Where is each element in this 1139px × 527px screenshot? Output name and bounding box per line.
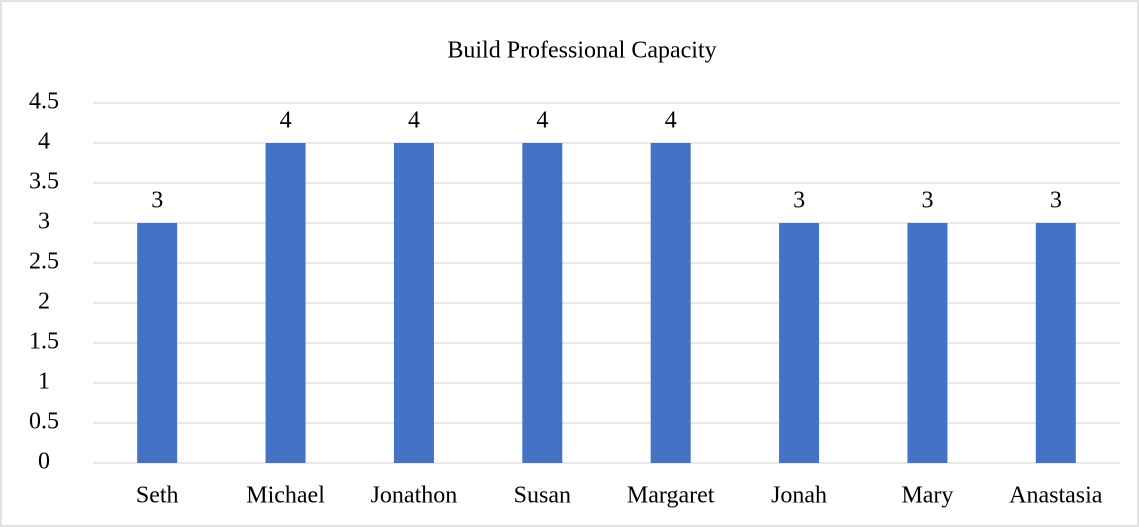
x-tick-label: Jonathon <box>371 483 458 509</box>
x-tick-label: Anastasia <box>1009 483 1103 509</box>
data-label: 4 <box>665 108 677 134</box>
x-tick-label: Jonah <box>771 483 827 509</box>
y-tick-label: 3 <box>38 209 50 235</box>
y-tick-label: 0.5 <box>29 409 59 435</box>
data-label: 4 <box>280 108 292 134</box>
data-label: 3 <box>921 188 933 214</box>
data-label: 3 <box>793 188 805 214</box>
y-tick-label: 4.5 <box>29 89 59 115</box>
data-label: 3 <box>1050 188 1062 214</box>
bar <box>265 143 306 463</box>
bar <box>393 143 434 463</box>
data-label: 4 <box>536 108 548 134</box>
y-tick-label: 3.5 <box>29 169 59 195</box>
y-tick-label: 2.5 <box>29 249 59 275</box>
chart-title: Build Professional Capacity <box>447 38 716 64</box>
data-label: 4 <box>408 108 420 134</box>
x-tick-label: Michael <box>246 483 325 509</box>
x-tick-label: Mary <box>901 483 953 509</box>
data-label: 3 <box>151 188 163 214</box>
bar <box>907 223 948 463</box>
bar <box>522 143 563 463</box>
y-tick-label: 0 <box>38 449 50 475</box>
x-tick-label: Seth <box>136 483 179 509</box>
bar <box>779 223 820 463</box>
bar <box>137 223 178 463</box>
y-tick-label: 1.5 <box>29 329 59 355</box>
y-tick-label: 4 <box>38 129 50 155</box>
bar <box>1035 223 1076 463</box>
y-tick-label: 2 <box>38 289 50 315</box>
x-tick-label: Susan <box>514 483 571 509</box>
x-tick-label: Margaret <box>627 483 715 509</box>
y-tick-label: 1 <box>38 369 50 395</box>
bar <box>650 143 691 463</box>
